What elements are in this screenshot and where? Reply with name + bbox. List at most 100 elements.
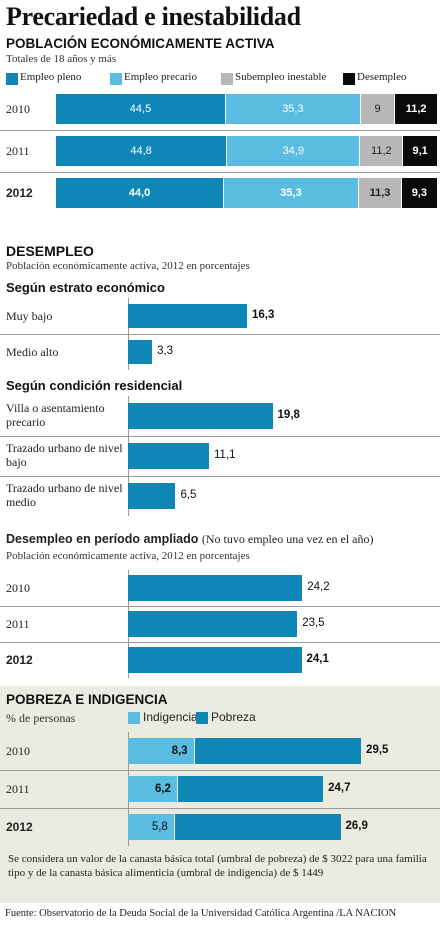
- bar: [128, 403, 273, 429]
- row-label: Medio alto: [6, 345, 59, 359]
- divider: [0, 642, 440, 643]
- divider: [0, 476, 440, 477]
- bar-value: 8,3: [171, 745, 188, 757]
- legend-label: Indigencia: [143, 710, 198, 724]
- bar: [128, 483, 176, 509]
- pea-title: POBLACIÓN ECONÓMICAMENTE ACTIVA: [6, 36, 275, 51]
- stacked-bar: 44,0 35,3 11,3 9,3: [56, 178, 438, 208]
- divider: [0, 770, 440, 771]
- bar-segment: 8,3: [128, 738, 194, 764]
- legend-swatch: [128, 712, 140, 724]
- bar-segment: 9,1: [403, 136, 437, 166]
- row-label: Trazado urbano de nivel bajo: [6, 441, 123, 469]
- bar-value: 26,9: [345, 820, 368, 832]
- bar-segment: 9: [360, 94, 395, 124]
- estrato-chart: Muy bajo 16,3 Medio alto 3,3: [0, 298, 440, 370]
- divider: [0, 436, 440, 437]
- legend-label: Empleo precario: [124, 71, 197, 83]
- divider: [0, 606, 440, 607]
- legend-swatch: [110, 73, 122, 85]
- legend-swatch: [221, 73, 233, 85]
- bar-segment: 11,2: [395, 94, 437, 124]
- stacked-bar: 44,8 34,9 11,2 9,1: [56, 136, 438, 166]
- bar-segment: [177, 776, 324, 802]
- bar-value: 3,3: [157, 345, 174, 357]
- legend-swatch: [196, 712, 208, 724]
- bar-segment: [194, 738, 362, 764]
- pea-legend: Empleo pleno Empleo precario Subempleo ine…: [0, 70, 440, 88]
- pobreza-chart: 2010 8,3 29,5 2011 6,2 24,7 2012 5,8 26,9: [0, 732, 440, 850]
- bar-value: 29,5: [366, 744, 389, 756]
- row-label: 2011: [6, 617, 30, 631]
- legend-label: Empleo pleno: [20, 71, 82, 83]
- pea-subtitle: Totales de 18 años y más: [6, 53, 117, 65]
- divider: [0, 334, 440, 335]
- estrato-title: Según estrato económico: [6, 280, 165, 295]
- bar-segment: 5,8: [128, 814, 174, 840]
- bar: [128, 575, 303, 601]
- divider: [0, 172, 440, 173]
- pobreza-title: POBREZA E INDIGENCIA: [6, 692, 168, 707]
- bar: [128, 340, 153, 364]
- bar-value: 16,3: [251, 309, 275, 321]
- bar: [128, 647, 302, 673]
- bar-value: 6,5: [180, 489, 197, 501]
- bar-value: 24,1: [306, 653, 329, 665]
- stacked-bar: 44,5 35,3 9 11,2: [56, 94, 438, 124]
- row-label: Muy bajo: [6, 309, 53, 323]
- bar-segment: 6,2: [128, 776, 177, 802]
- bar-segment: 11,3: [358, 178, 402, 208]
- legend-label: Pobreza: [211, 710, 256, 724]
- row-label: 2010: [6, 581, 30, 595]
- ampliado-title-row: Desempleo en período ampliado (No tuvo e…: [6, 532, 440, 547]
- bar-value: 6,2: [154, 783, 171, 795]
- legend-label: Subempleo inestable: [235, 71, 327, 83]
- row-label: 2012: [6, 653, 33, 667]
- row-label: Villa o asentamiento precario: [6, 401, 105, 429]
- bar-value: 11,1: [214, 449, 236, 461]
- residencial-title: Según condición residencial: [6, 378, 183, 393]
- divider: [0, 130, 440, 131]
- source-note: Fuente: Observatorio de la Deuda Social …: [5, 908, 397, 919]
- bar-value: 23,5: [302, 617, 325, 629]
- bar-segment: 44,0: [56, 178, 224, 208]
- ampliado-title: Desempleo en período ampliado: [6, 532, 199, 546]
- bar: [128, 611, 298, 637]
- bar-segment: 44,8: [56, 136, 227, 166]
- residencial-chart: Villa o asentamiento precario 19,8 Trazado…: [0, 396, 440, 516]
- bar-segment: 34,9: [227, 136, 360, 166]
- legend-swatch: [6, 73, 18, 85]
- desempleo-title: DESEMPLEO: [6, 243, 94, 259]
- bar: [128, 443, 210, 469]
- row-label: 2012: [6, 186, 33, 200]
- divider: [0, 808, 440, 809]
- bar-segment: 35,3: [224, 178, 358, 208]
- bar-value: 24,2: [307, 581, 330, 593]
- row-label: 2011: [6, 782, 30, 796]
- legend-label: Desempleo: [357, 71, 407, 83]
- pobreza-legend: Indigencia Pobreza: [0, 710, 440, 726]
- bar-value: 24,7: [328, 782, 351, 794]
- legend-swatch: [343, 73, 355, 85]
- desempleo-subtitle: Población económicamente activa, 2012 en…: [6, 260, 250, 272]
- bar-value: 19,8: [277, 409, 300, 421]
- pobreza-subtitle: % de personas: [6, 711, 76, 725]
- row-label: 2011: [6, 144, 30, 158]
- ampliado-title-note: (No tuvo empleo una vez en el año): [201, 532, 374, 546]
- ampliado-subtitle: Población económicamente activa, 2012 en…: [6, 550, 250, 562]
- bar-segment: 44,5: [56, 94, 225, 124]
- row-label: Trazado urbano de nivel medio: [6, 481, 123, 509]
- bar-value: 5,8: [151, 821, 168, 833]
- bar-segment: 35,3: [225, 94, 360, 124]
- pobreza-note: Se considera un valor de la canasta bási…: [8, 853, 427, 879]
- row-label: 2010: [6, 744, 30, 758]
- row-label: 2012: [6, 820, 33, 834]
- bar-segment: 11,2: [360, 136, 403, 166]
- bar-segment: 9,3: [402, 178, 437, 208]
- row-label: 2010: [6, 102, 30, 116]
- bar: [128, 304, 247, 328]
- page-title: Precariedad e inestabilidad: [6, 2, 301, 31]
- pea-chart: 2010 44,5 35,3 9 11,2 2011 44,8 34,9 11,2 9,1 2012…: [0, 92, 440, 222]
- ampliado-chart: 2010 24,2 2011 23,5 2012 24,1: [0, 570, 440, 680]
- bar-segment: [174, 814, 341, 840]
